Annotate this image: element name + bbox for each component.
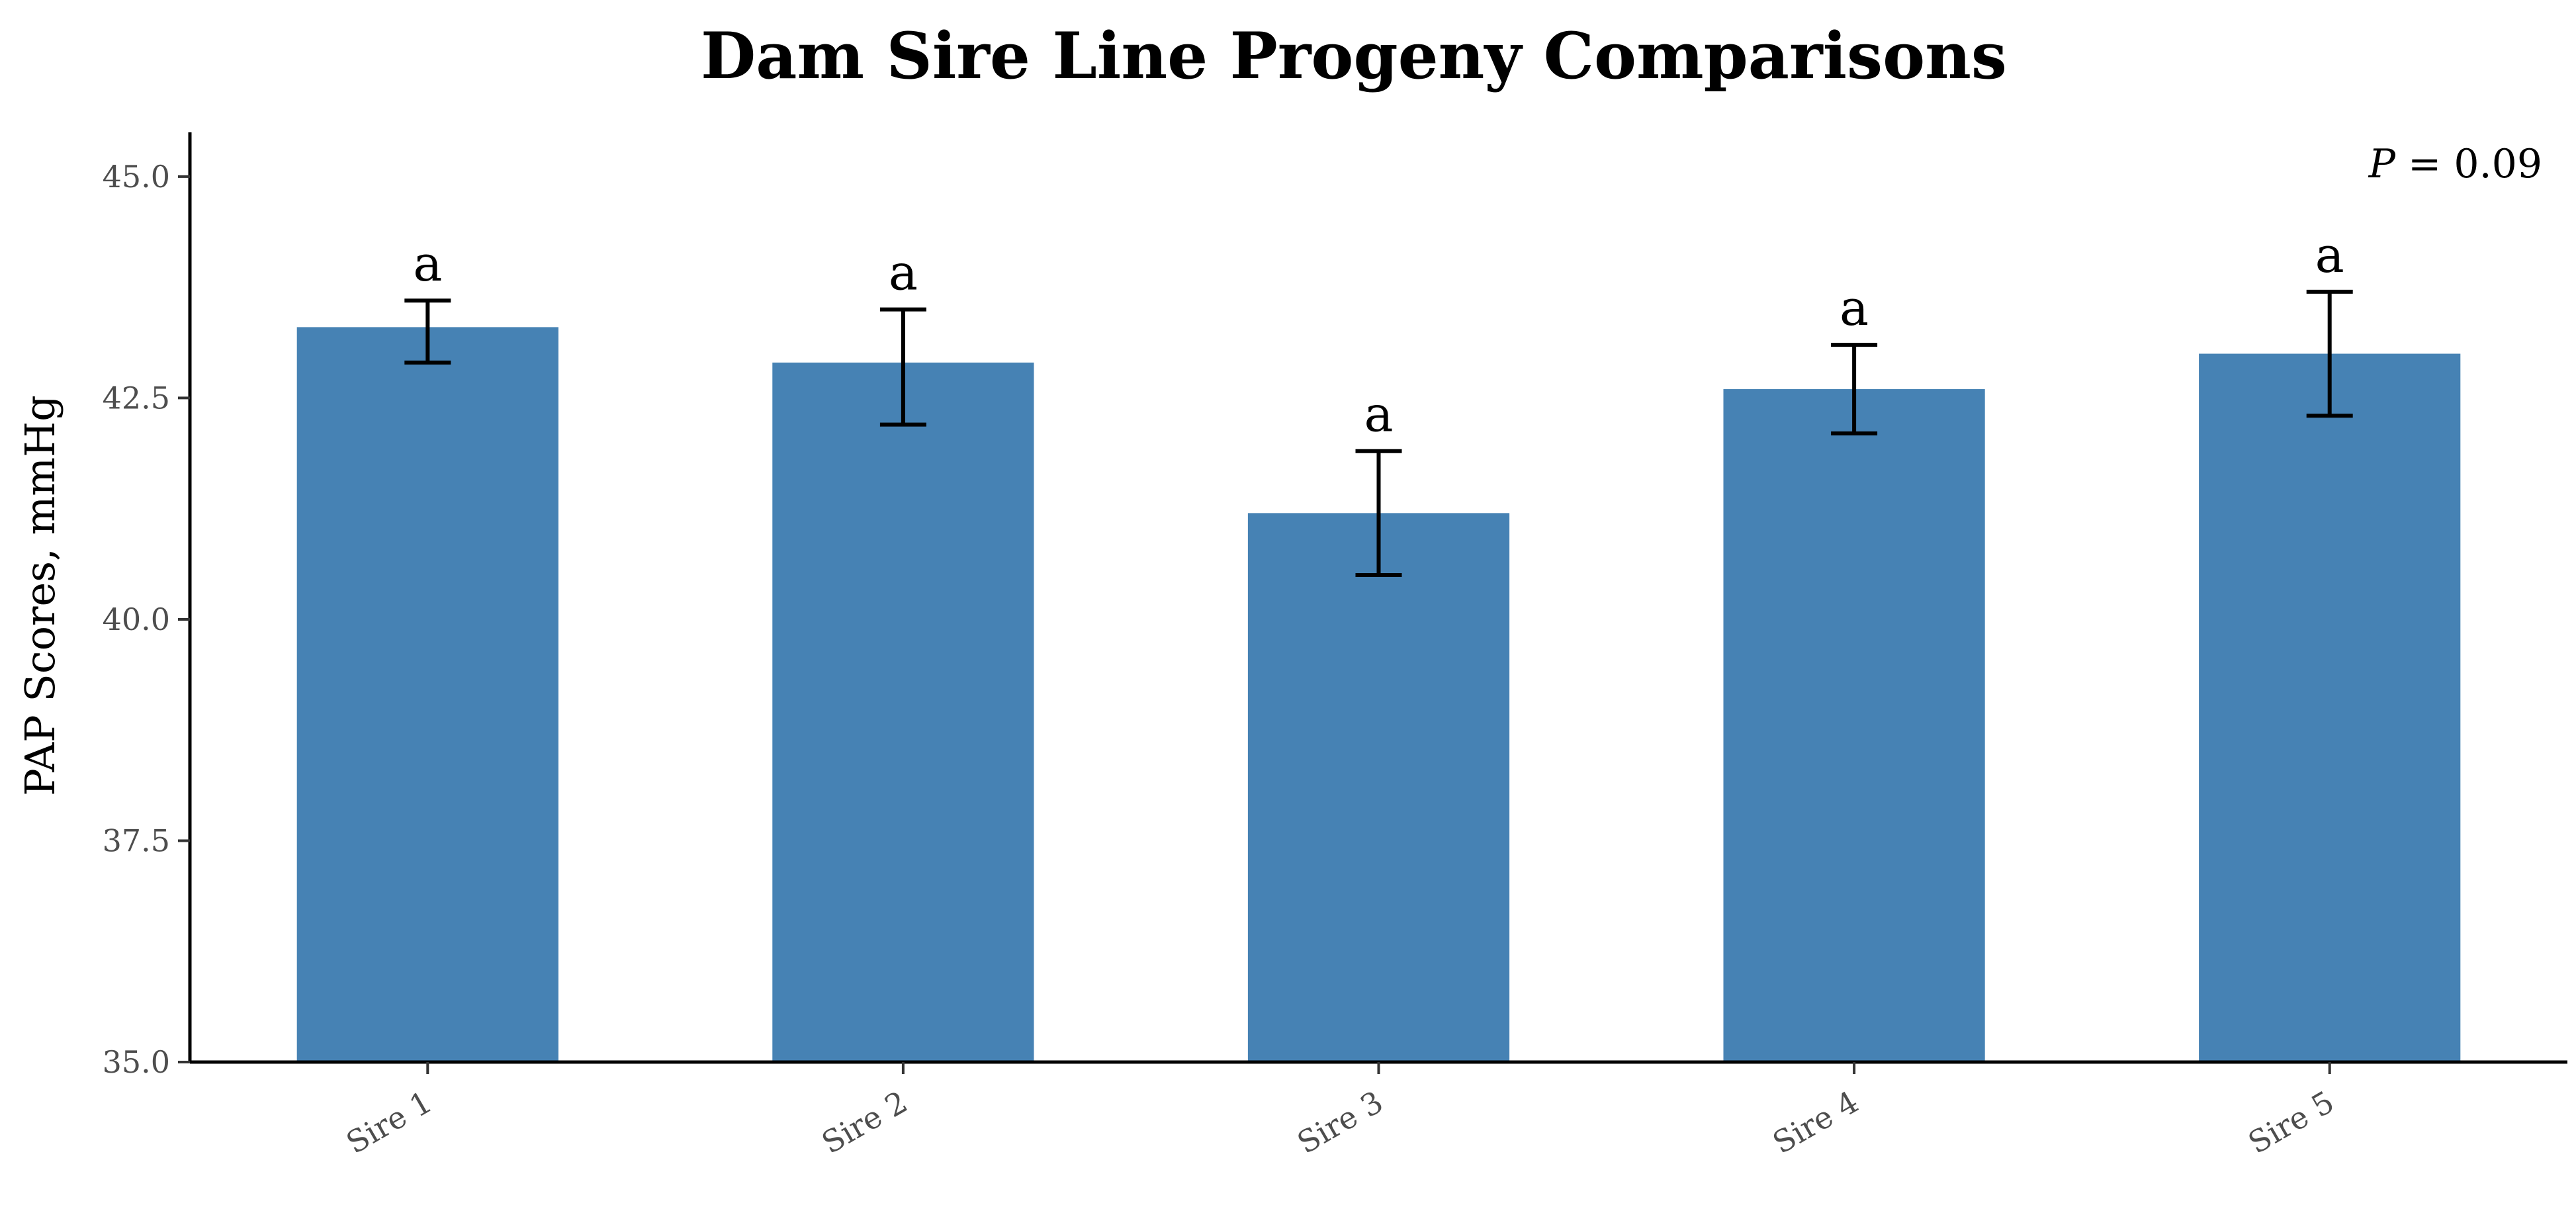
significance-labels-layer: a a a a a [413,227,2344,443]
bar-3 [1247,513,1510,1062]
bar-1 [296,327,558,1062]
error-bar-3 [1355,449,1402,578]
error-bar-5 [2306,289,2353,418]
x-tick-label-1: Sire 1 [340,1084,438,1161]
y-ticks-layer: 35.0 37.5 40.0 42.5 45.0 [103,159,190,1080]
significance-label-1: a [413,236,442,292]
bar-2 [772,362,1034,1062]
x-tick-label-5: Sire 5 [2243,1084,2340,1161]
significance-label-3: a [1364,386,1393,443]
x-tick-label-2: Sire 2 [816,1084,914,1161]
error-bars-layer [404,289,2353,578]
error-bar-4 [1831,343,1878,435]
y-tick-label-4: 42.5 [103,380,170,416]
x-tick-label-3: Sire 3 [1291,1084,1389,1161]
error-bar-2 [879,307,926,427]
significance-label-2: a [889,245,918,302]
p-value-text: = 0.09 [2395,141,2542,187]
y-tick-label-2: 37.5 [103,823,170,858]
y-tick-label-5: 45.0 [103,159,170,195]
y-tick-label-3: 40.0 [103,602,170,637]
significance-label-4: a [1840,280,1869,337]
p-value-symbol: P [2368,141,2397,187]
x-ticks-layer: Sire 1 Sire 2 Sire 3 Sire 4 Sire 5 [340,1062,2340,1161]
x-tick-label-4: Sire 4 [1767,1084,1865,1161]
bars-layer [296,327,2461,1062]
y-axis-label: PAP Scores, mmHg [16,395,64,796]
chart-title: Dam Sire Line Progeny Comparisons [701,19,2007,93]
bar-4 [1723,389,1985,1062]
y-tick-label-1: 35.0 [103,1044,170,1080]
error-bar-1 [404,298,451,365]
bar-5 [2199,353,2461,1062]
p-value-annotation: P = 0.09 [2368,141,2542,187]
significance-label-5: a [2315,227,2344,284]
